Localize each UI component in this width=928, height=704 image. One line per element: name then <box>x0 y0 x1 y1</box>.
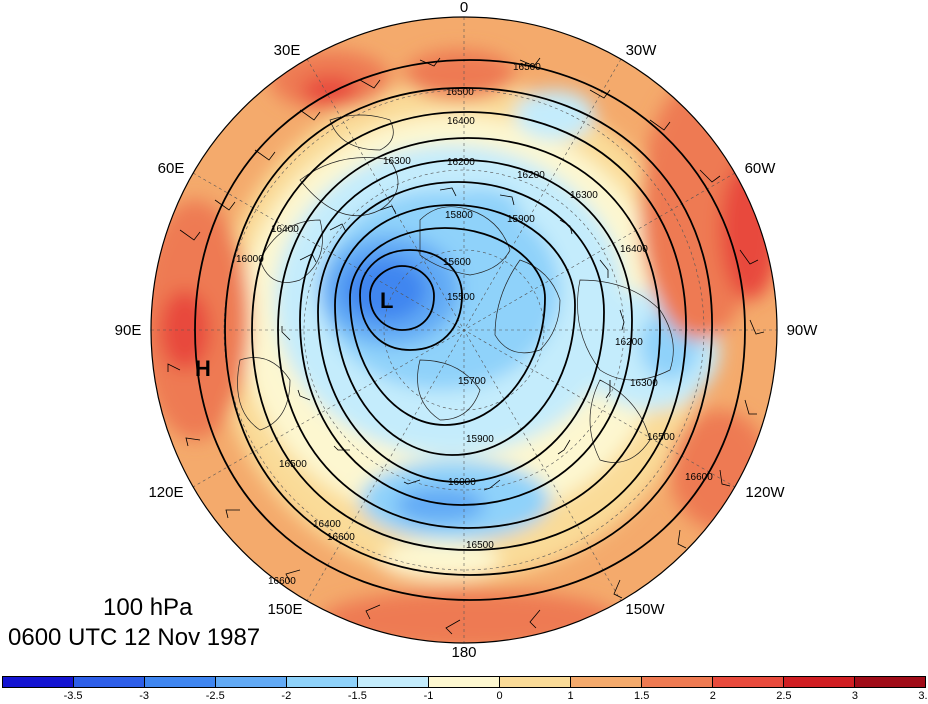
colorbar-segment <box>855 677 925 687</box>
colorbar-tick-label: -1.5 <box>347 690 367 702</box>
coastlines <box>237 114 674 463</box>
colorbar-labels: -3.5 -3 -2.5 -2 -1.5 -1 0 1 1.5 2 2.5 3 3.5 <box>0 690 928 704</box>
contour-label: 16500 <box>513 62 541 73</box>
contour-label: 16500 <box>647 432 675 443</box>
contour-label: 16200 <box>517 170 545 181</box>
high-pressure-marker: H <box>195 356 211 381</box>
colorbar-segment <box>358 677 429 687</box>
lon-label-150w: 150W <box>625 601 665 618</box>
colorbar-segment <box>216 677 287 687</box>
colorbar-tick-label: 3 <box>851 690 858 702</box>
contour-label: 16200 <box>615 337 643 348</box>
lon-label-30w: 30W <box>626 42 658 59</box>
contour-label: 16600 <box>268 576 296 587</box>
contour-label: 15500 <box>447 292 475 303</box>
lon-label-180: 180 <box>451 644 476 661</box>
lon-label-60e: 60E <box>158 160 185 177</box>
valid-time-caption: 0600 UTC 12 Nov 1987 <box>8 624 261 651</box>
graticule <box>151 17 777 643</box>
colorbar-segment <box>571 677 642 687</box>
contour-label: 16300 <box>630 378 658 389</box>
lon-label-90w: 90W <box>787 322 819 339</box>
contour-label: 15900 <box>507 214 535 225</box>
contour-label: 16400 <box>271 224 299 235</box>
colorbar-segment <box>429 677 500 687</box>
colorbar-tick-label: 3.5 <box>918 690 928 702</box>
contour-label: 15800 <box>445 210 473 221</box>
colorbar-tick-label: -3 <box>139 690 150 702</box>
contour-label: 16400 <box>447 116 475 127</box>
contour-label: 16400 <box>313 519 341 530</box>
colorbar <box>2 676 926 688</box>
contour-label: 15600 <box>443 257 471 268</box>
colorbar-tick-label: 2.5 <box>776 690 792 702</box>
colorbar-segment <box>287 677 358 687</box>
contour-label: 15900 <box>466 434 494 445</box>
lon-label-120e: 120E <box>148 484 183 501</box>
contour-label: 16200 <box>447 157 475 168</box>
colorbar-tick-label: 1.5 <box>634 690 650 702</box>
longitude-labels: 0 30E 30W 60E 60W 90E 90W 120E 120W 150E… <box>115 0 819 661</box>
colorbar-segment <box>145 677 216 687</box>
contour-label: 16400 <box>620 244 648 255</box>
lon-label-60w: 60W <box>745 160 777 177</box>
contour-label: 16600 <box>685 472 713 483</box>
colorbar-tick-label: -3.5 <box>63 690 83 702</box>
lon-label-150e: 150E <box>267 601 302 618</box>
contour-label: 15700 <box>458 376 486 387</box>
low-pressure-marker: L <box>380 288 393 313</box>
height-contours <box>194 59 746 601</box>
colorbar-segment <box>784 677 855 687</box>
colorbar-segment <box>500 677 571 687</box>
map-boundary <box>150 16 778 644</box>
pressure-level-caption: 100 hPa <box>103 594 193 621</box>
colorbar-tick-label: -2 <box>281 690 292 702</box>
colorbar-tick-label: 2 <box>709 690 716 702</box>
contour-label: 16500 <box>466 540 494 551</box>
colorbar-segment <box>74 677 145 687</box>
colorbar-segment <box>3 677 74 687</box>
colorbar-tick-label: 1 <box>567 690 574 702</box>
polar-map: 16500 16400 16500 16200 16300 16200 1580… <box>115 0 819 661</box>
lon-label-90e: 90E <box>115 322 142 339</box>
contour-label: 16500 <box>279 459 307 470</box>
colorbar-tick-label: -2.5 <box>205 690 225 702</box>
contour-label: 16600 <box>327 532 355 543</box>
contour-label: 16500 <box>446 87 474 98</box>
colorbar-tick-label: -1 <box>423 690 434 702</box>
contour-label: 16300 <box>383 156 411 167</box>
colorbar-tick-label: 0 <box>496 690 503 702</box>
colorbar-segment <box>713 677 784 687</box>
contour-labels: 16500 16400 16500 16200 16300 16200 1580… <box>236 62 713 587</box>
lon-label-120w: 120W <box>745 484 785 501</box>
colorbar-segment <box>642 677 713 687</box>
contour-label: 16000 <box>448 477 476 488</box>
contour-label: 16000 <box>236 254 264 265</box>
lon-label-0: 0 <box>460 0 468 16</box>
wind-barbs <box>167 57 765 635</box>
contour-label: 16300 <box>570 190 598 201</box>
lon-label-30e: 30E <box>274 42 301 59</box>
